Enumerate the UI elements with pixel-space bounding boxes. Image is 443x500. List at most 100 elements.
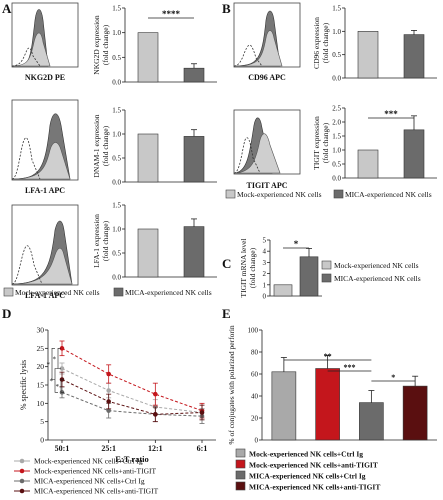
panel-label-d: D [2,306,11,321]
bar [183,226,205,278]
y-tick-label: 0.5 [112,250,121,258]
y-tick-label: 0.0 [112,79,121,87]
y-tick-label: 4 [263,248,267,256]
data-point [199,410,205,415]
y-tick-label: 2.5 [332,105,341,113]
y-tick-label: 60 [251,371,259,379]
y-tick-label: 1.5 [112,107,121,115]
y-tick-label: 1.0 [112,29,121,37]
x-tick-label: 6:1 [197,444,208,453]
significance-label: * [47,361,51,369]
y-tick-label: 1.5 [332,133,341,141]
bar [357,31,379,79]
y-tick-label: 1.0 [332,28,341,36]
bar [137,228,159,278]
data-point [106,399,111,404]
legend-label: Mock-experienced NK cells+Ctrl Ig [34,457,143,466]
line-chart-lysis: 0 5 10 15 20 25 30 50:1 25:1 12:1 6:1 E:T ratio % sp… [19,326,216,464]
histogram-label-nkg2d: NKG2D PE [25,73,65,82]
panel-label-b: B [222,1,231,16]
bar [273,284,293,297]
y-tick-label: 0.5 [332,51,341,59]
legend-swatch [235,448,246,458]
bar-chart-perforin: 0 20 40 60 80 100 % of conjugates with polariz… [227,325,437,445]
legend-swatch [235,459,246,469]
bar [137,133,159,183]
legend-label-mica: MICA-experienced NK cells [334,274,421,283]
bar [315,368,340,441]
significance-label: * [391,373,395,382]
legend-swatch-mica [333,189,344,199]
legend-marker [19,488,25,494]
y-tick-label: 10 [37,399,45,408]
legend-label-mock: Mock-experienced NK cells [15,288,100,297]
significance-bracket [54,368,58,393]
bar [183,67,205,83]
y-tick-label: 5 [40,417,44,426]
histogram-nkg2d: NKG2D PE [11,2,79,82]
y-tick-label: 0 [263,293,267,301]
y-tick-label: 20 [37,362,45,371]
histogram-label-lfa1: LFA-1 APC [25,291,65,300]
data-point [153,412,158,417]
y-tick-label: 80 [251,349,259,357]
y-tick-label: 2.0 [332,119,341,127]
y-tick-label: 2 [263,270,267,278]
legend-b: Mock-experienced NK cells MICA-experienc… [225,189,432,199]
y-tick-label: 15 [37,381,45,390]
data-point [59,366,65,371]
bar [359,402,384,441]
panel-label-a: A [2,1,12,16]
y-tick-label: 1.0 [332,147,341,155]
histogram-cd96: CD96 APC [233,2,301,82]
y-tick-label: 0.5 [112,155,121,163]
x-tick-label: 12:1 [148,444,163,453]
data-point [153,391,158,397]
y-tick-label: 0.5 [112,54,121,62]
y-axis-label: % specific lysis [19,360,28,410]
significance-label: * [50,377,54,385]
series-line [61,379,203,415]
legend-d: Mock-experienced NK cells+Ctrl IgMock-ex… [14,457,159,496]
significance-label: * [53,355,57,363]
legend-label: MICA-experienced NK cells+Ctrl Ig [249,472,366,481]
y-axis-label: TIGIT expression(fold change) [312,116,330,170]
significance-label: * [294,239,299,249]
bar [183,136,205,183]
data-point [106,388,111,393]
x-axis-label: E:T ratio [115,454,149,464]
significance-bracket [51,348,55,380]
y-tick-label: 1.0 [112,226,121,234]
x-tick-label: 25:1 [101,444,116,453]
y-tick-label: 20 [251,415,259,423]
data-point [106,371,111,377]
y-tick-label: 25 [37,344,45,353]
legend-e: Mock-experienced NK cells+Ctrl Ig Mock-ex… [235,448,380,492]
y-tick-label: 0.0 [112,274,121,282]
legend-marker [19,458,25,464]
significance-label: ** [324,352,332,361]
y-tick-label: 0.5 [332,161,341,169]
series-line [61,347,203,412]
panel-label-e: E [222,306,231,321]
legend-label: MICA-experienced NK cells+anti-TIGIT [249,483,380,492]
histogram-tigit: TIGIT APC [233,109,301,190]
legend-swatch-mock [225,189,236,199]
histogram-label-dnam1: LFA-1 APC [25,186,65,195]
significance-label: *** [384,109,398,119]
legend-marker [19,468,25,474]
significance-label: * [56,383,60,391]
y-tick-label: 1.0 [112,131,121,139]
legend-label-mock: Mock-experienced NK cells [237,190,322,199]
y-axis-label: DNAM-1 expression(fold change) [92,114,110,177]
significance-bracket [57,348,61,369]
bar [271,371,297,441]
histogram-label-cd96: CD96 APC [248,73,286,82]
x-tick-label: 50:1 [55,444,70,453]
y-tick-label: 0.0 [112,179,121,187]
